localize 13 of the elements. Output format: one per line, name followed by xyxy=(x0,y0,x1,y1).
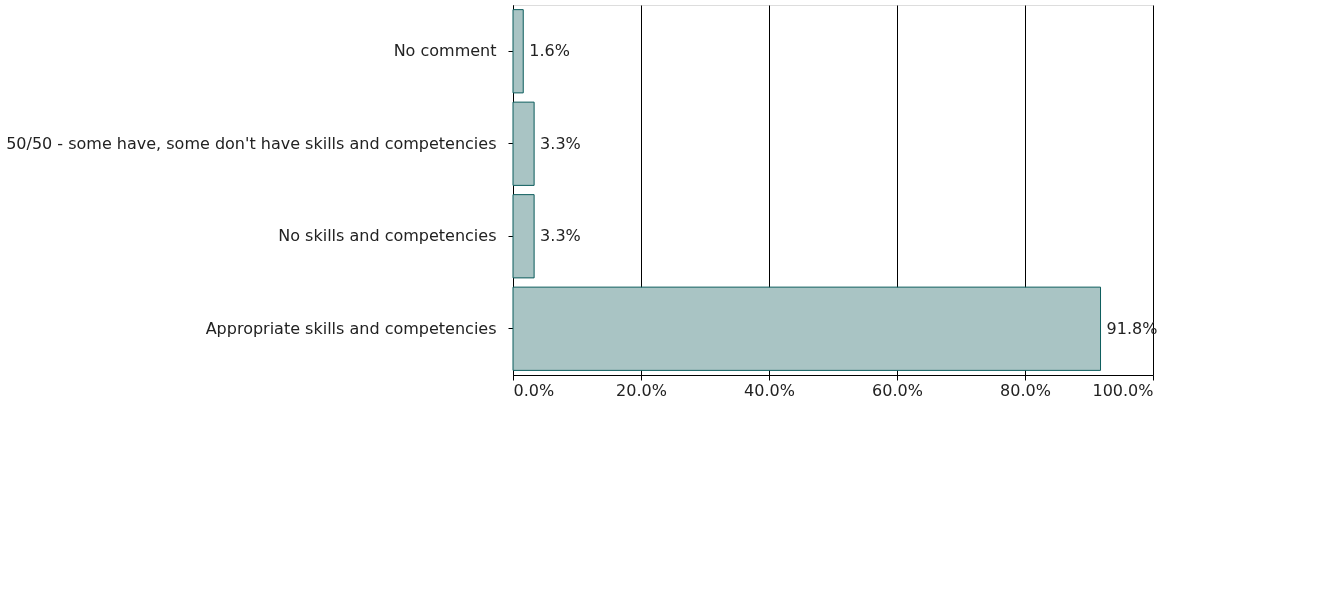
x-tick-label: 60.0% xyxy=(872,380,923,400)
data-label: 3.3% xyxy=(540,226,581,246)
y-tick-label: Appropriate skills and competencies xyxy=(205,318,497,338)
x-tick-label: 100.0% xyxy=(1092,380,1154,400)
y-tick-label: 50/50 - some have, some don't have skills and competencies xyxy=(6,133,497,153)
x-tick-label: 40.0% xyxy=(744,380,795,400)
y-tick-label: No comment xyxy=(393,41,497,61)
x-tick-label: 80.0% xyxy=(1000,380,1051,400)
data-label: 3.3% xyxy=(540,133,581,153)
data-label: 1.6% xyxy=(529,41,570,61)
x-tick-label: 0.0% xyxy=(513,380,555,400)
y-tick-label: No skills and competencies xyxy=(278,226,497,246)
x-tick-label: 20.0% xyxy=(616,380,667,400)
